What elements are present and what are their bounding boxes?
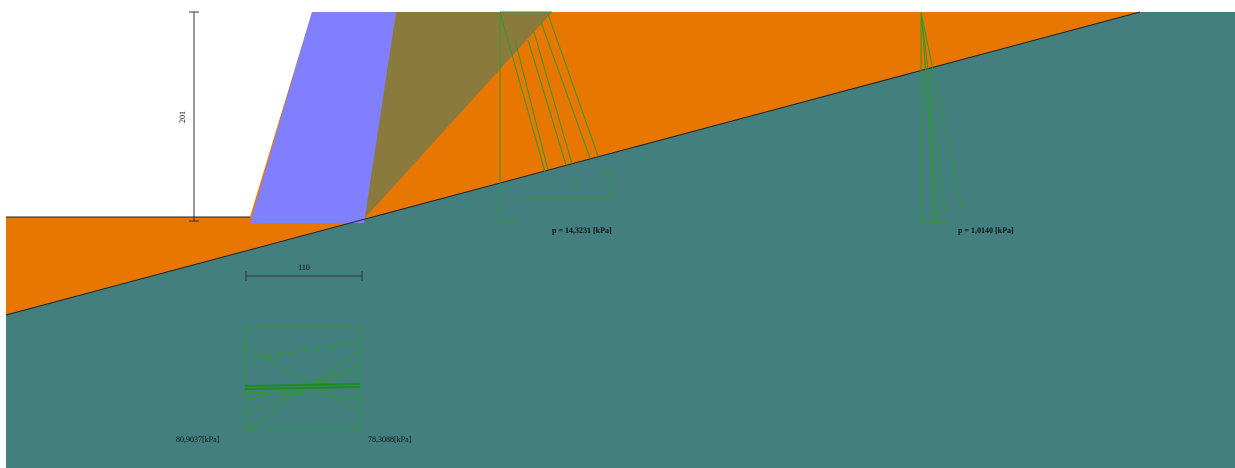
retaining-wall: [250, 12, 396, 223]
pressure-label-1: p = 14,3231 [kPa]: [552, 226, 612, 235]
wall-height-label: 201: [178, 111, 187, 123]
base-pressure-right-label: 78,3088[kPa]: [368, 435, 412, 444]
pressure-diagram-1: p = 14,3231 [kPa]: [499, 11, 613, 235]
wall-height-dimension: 201: [178, 11, 199, 222]
base-pressure-left-label: 80,9037[kPa]: [176, 435, 220, 444]
base-width-dimension: 110: [245, 263, 363, 281]
base-width-label: 110: [298, 263, 310, 272]
pressure-diagram-2: p = 1,0140 [kPa]: [920, 11, 1014, 235]
base-pressure-diagram: 80,9037[kPa] 78,3088[kPa]: [176, 326, 412, 444]
rock-layer: [6, 12, 1235, 468]
pressure-label-2: p = 1,0140 [kPa]: [958, 226, 1014, 235]
earth-wedge: [364, 12, 552, 219]
terrain-line: [5, 11, 1141, 316]
